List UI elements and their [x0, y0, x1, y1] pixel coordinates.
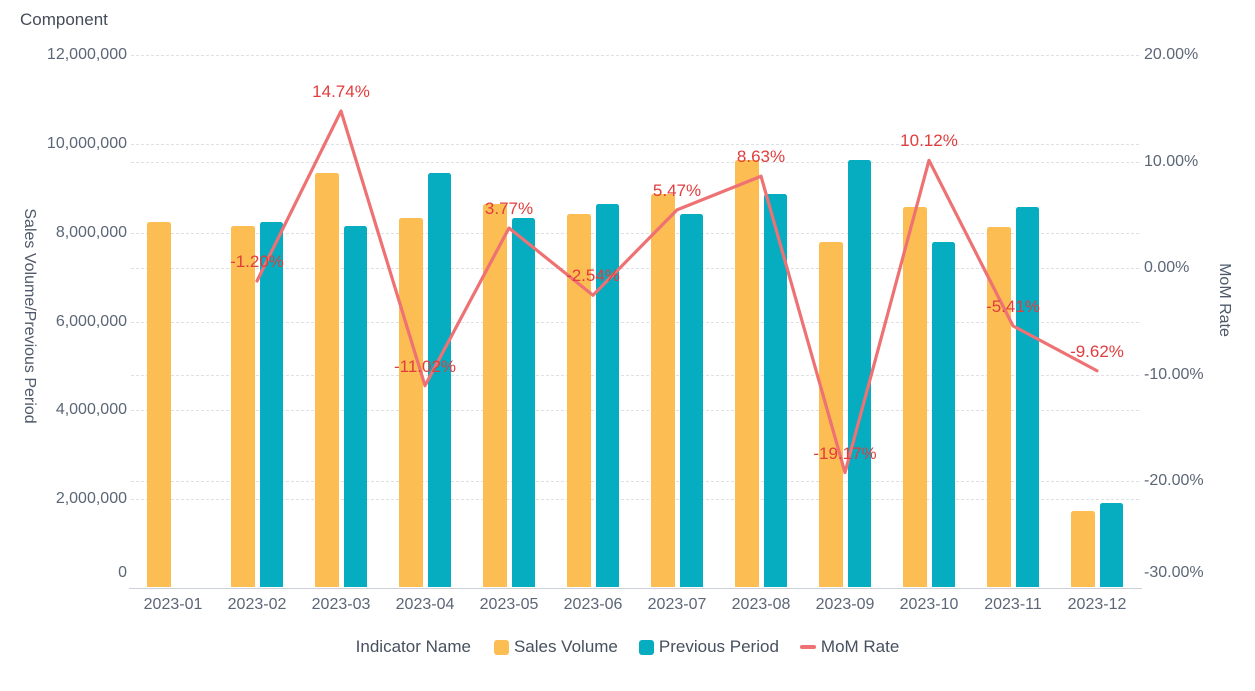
left-axis-tick-label: 12,000,000 [46, 46, 127, 63]
x-axis-tick-label: 2023-06 [563, 596, 623, 613]
legend-item-label: MoM Rate [820, 637, 900, 656]
bar-sales-volume [147, 221, 171, 587]
left-axis-tick-label: 4,000,000 [55, 401, 127, 419]
right-axis-tick-label: -10.00% [1144, 365, 1204, 383]
bar-sales-volume [315, 172, 339, 587]
mom-rate-data-label: -19.17% [813, 443, 877, 463]
bar-previous-period [763, 193, 787, 587]
left-axis-tick-label: 2,000,000 [55, 490, 127, 508]
mom-rate-data-label: 3.77% [484, 199, 534, 218]
bar-previous-period [343, 225, 367, 587]
right-axis-tick-label: -30.00% [1144, 564, 1204, 581]
mom-rate-data-label: -11.02% [393, 356, 457, 376]
legend-title: Indicator Name [355, 637, 471, 656]
x-axis-tick-label: 2023-05 [479, 596, 539, 613]
x-axis-line [129, 588, 1142, 589]
gridline-left-axis [131, 232, 1139, 234]
legend-square-marker-icon [638, 639, 654, 655]
gridline-left-axis [131, 143, 1139, 145]
bar-previous-period [259, 221, 283, 587]
x-axis-tick-label: 2023-11 [984, 596, 1042, 613]
bar-sales-volume [651, 193, 675, 587]
right-axis-tick-label: 20.00% [1144, 46, 1199, 63]
left-axis-tick-label: 10,000,000 [46, 134, 127, 152]
mom-rate-data-label: -1.20% [230, 251, 284, 271]
bar-previous-period [1015, 206, 1039, 587]
legend-item-label: Previous Period [658, 637, 779, 656]
legend-item-previous-period[interactable]: Previous Period [638, 637, 779, 657]
bar-sales-volume [231, 225, 255, 587]
bar-previous-period [1099, 502, 1123, 587]
legend: Indicator Name Sales Volume Previous Peri… [0, 637, 1255, 657]
bar-sales-volume [819, 241, 843, 587]
right-axis-tick-label: 0.00% [1144, 259, 1190, 277]
x-axis-tick-label: 2023-07 [647, 596, 707, 613]
bar-previous-period [511, 218, 535, 587]
gridline-right-axis [131, 268, 1139, 270]
bar-previous-period [847, 159, 871, 587]
gridline-right-axis [131, 161, 1139, 163]
mom-rate-data-label: -9.62% [1070, 341, 1124, 361]
mom-rate-line [255, 109, 1099, 475]
bar-previous-period [931, 241, 955, 587]
x-axis-tick-label: 2023-04 [395, 596, 455, 613]
x-axis-tick-label: 2023-02 [227, 596, 287, 613]
x-axis-tick-label: 2023-08 [731, 596, 791, 613]
bar-sales-volume [399, 218, 423, 587]
mom-rate-data-label: 8.63% [736, 147, 786, 167]
left-axis-tick-label: 6,000,000 [55, 312, 127, 330]
mom-rate-data-label: -5.41% [986, 296, 1040, 316]
legend-item-label: Sales Volume [513, 637, 618, 656]
x-axis-tick-label: 2023-12 [1067, 596, 1127, 613]
right-axis-name: MoM Rate [1216, 263, 1233, 337]
bar-sales-volume [483, 204, 507, 587]
right-axis-tick-label: 10.00% [1144, 152, 1199, 170]
gridline-left-axis [131, 321, 1139, 323]
x-axis-tick-label: 2023-10 [899, 596, 959, 613]
bar-sales-volume [735, 159, 759, 587]
legend-item-sales-volume[interactable]: Sales Volume [493, 637, 618, 657]
mom-rate-data-label: 14.74% [312, 82, 370, 102]
right-axis-tick-label: -20.00% [1144, 472, 1204, 490]
left-axis-tick-label: 8,000,000 [55, 223, 127, 241]
gridline-right-axis [131, 374, 1139, 376]
gridline-left-axis [131, 55, 1139, 56]
mom-rate-data-label: -2.54% [566, 266, 620, 286]
gridline-right-axis [131, 481, 1139, 483]
bar-sales-volume [567, 214, 591, 587]
left-axis-tick-label: 0 [118, 564, 127, 581]
bar-previous-period [595, 204, 619, 587]
x-axis-tick-label: 2023-03 [311, 596, 371, 613]
legend-item-mom-rate[interactable]: MoM Rate [799, 637, 900, 657]
legend-square-marker-icon [493, 639, 509, 655]
chart-title: Component [20, 10, 108, 29]
bar-previous-period [427, 172, 451, 587]
bar-previous-period [679, 214, 703, 587]
legend-line-marker-icon [799, 645, 816, 649]
x-axis-tick-label: 2023-09 [815, 596, 875, 613]
x-axis-tick-label: 2023-01 [143, 596, 203, 613]
bar-sales-volume [987, 227, 1011, 587]
gridline-left-axis [131, 499, 1139, 501]
bar-sales-volume [1071, 511, 1095, 587]
left-axis-name: Sales Volume/Previous Period [21, 208, 38, 424]
gridline-left-axis [131, 410, 1139, 412]
bar-sales-volume [903, 206, 927, 587]
mom-rate-data-label: 10.12% [900, 131, 958, 151]
mom-rate-data-label: 5.47% [652, 180, 702, 200]
